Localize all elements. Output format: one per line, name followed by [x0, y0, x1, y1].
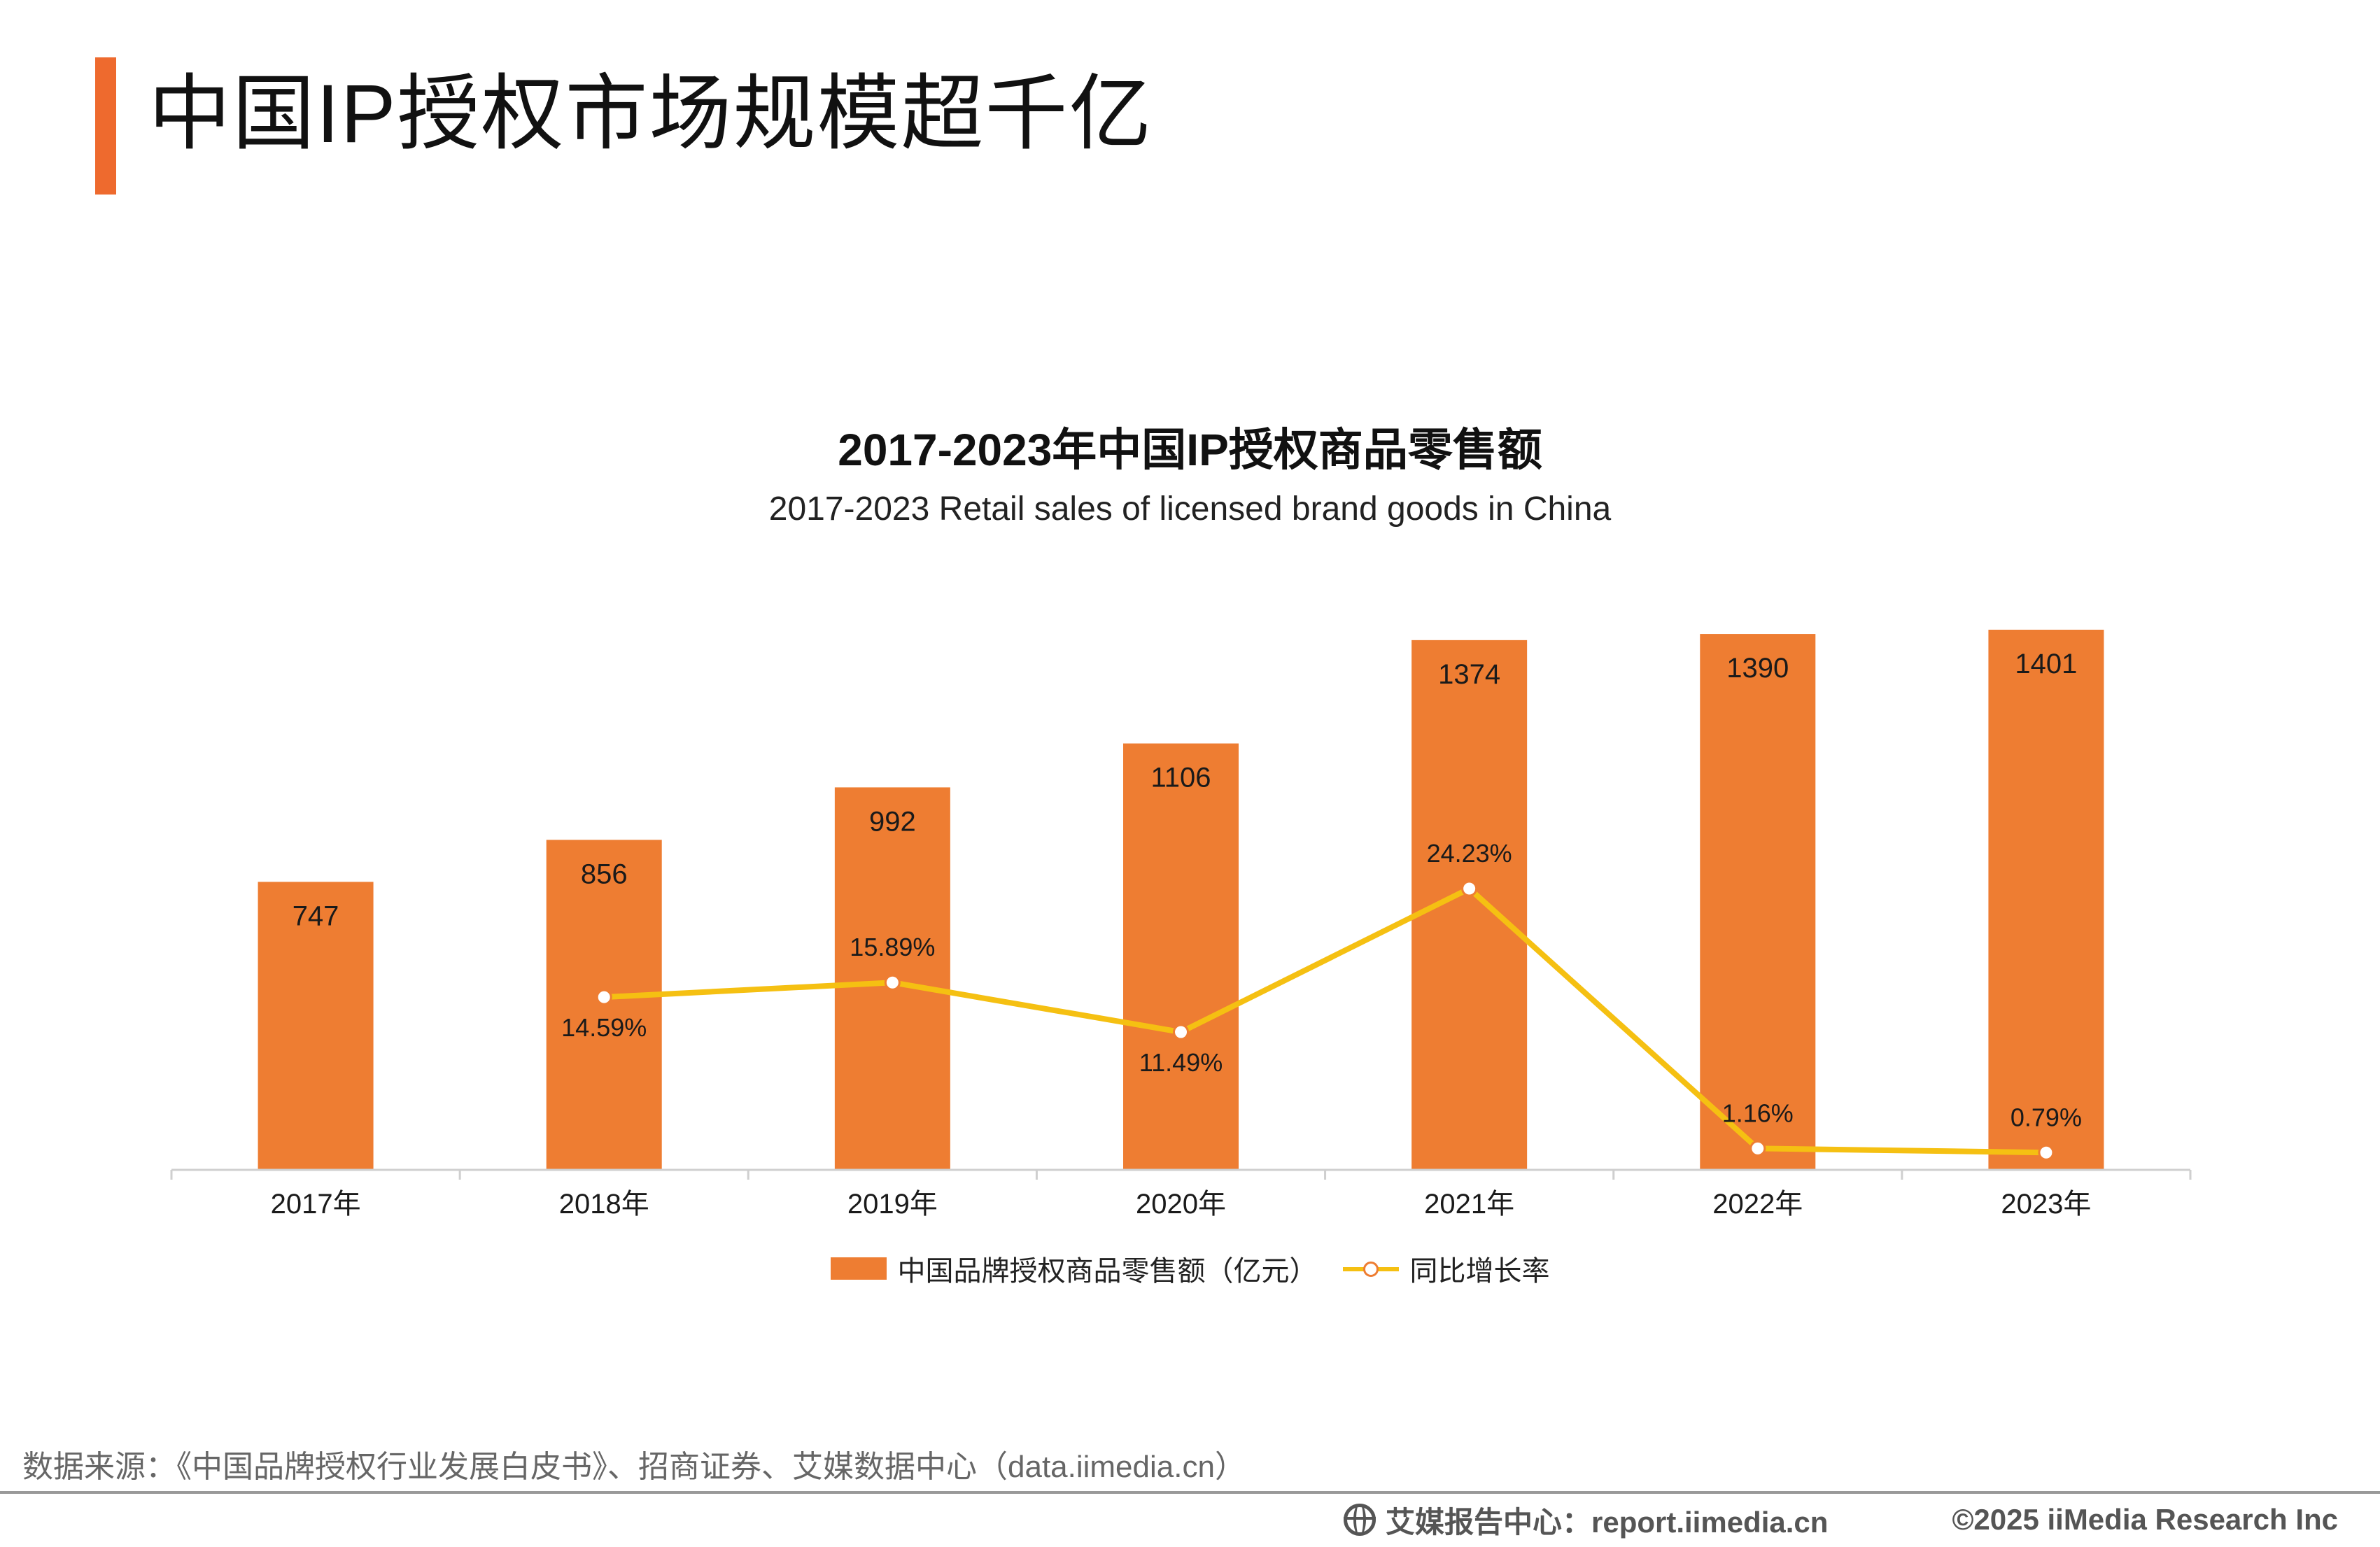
bar-value-label: 992: [869, 806, 916, 837]
growth-rate-point: [1749, 1140, 1766, 1157]
bar: [1988, 630, 2104, 1170]
globe-icon: [1344, 1504, 1376, 1536]
legend-item-growth: 同比增长率: [1342, 1248, 1550, 1289]
chart-title: 2017-2023年中国IP授权商品零售额: [838, 425, 1542, 475]
growth-rate-label: 1.16%: [1722, 1099, 1794, 1127]
title-accent-bar: [95, 57, 116, 195]
footer-copyright: ©2025 iiMedia Research Inc: [1952, 1503, 2338, 1536]
x-tick-label: 2023年: [2001, 1189, 2091, 1220]
bar: [1411, 640, 1528, 1170]
growth-rate-label: 0.79%: [2011, 1103, 2082, 1131]
growth-rate-point: [884, 974, 901, 991]
growth-rate-label: 11.49%: [1139, 1048, 1223, 1077]
legend-item-sales: 中国品牌授权商品零售额（亿元）: [830, 1248, 1318, 1289]
growth-rate-point: [596, 989, 612, 1005]
legend-bar-swatch: [830, 1257, 887, 1280]
bar: [258, 882, 374, 1170]
bar: [1700, 634, 1816, 1170]
bar-value-label: 856: [581, 859, 628, 889]
x-tick-label: 2020年: [1136, 1189, 1226, 1220]
legend-label-growth: 同比增长率: [1409, 1256, 1550, 1287]
growth-rate-point: [2038, 1144, 2055, 1161]
x-tick-label: 2022年: [1712, 1189, 1803, 1220]
legend-line-swatch: [1342, 1257, 1399, 1280]
page-title: 中国IP授权市场规模超千亿: [148, 68, 1153, 160]
legend-label-sales: 中国品牌授权商品零售额（亿元）: [897, 1256, 1318, 1287]
growth-rate-label: 14.59%: [561, 1013, 647, 1042]
data-source-note: 数据来源：《中国品牌授权行业发展白皮书》、招商证券、艾媒数据中心（data.ii…: [22, 1450, 1246, 1484]
bar-value-label: 747: [293, 900, 339, 931]
x-tick-label: 2021年: [1424, 1189, 1514, 1220]
chart-legend: 中国品牌授权商品零售额（亿元） 同比增长率: [0, 1248, 2380, 1289]
growth-rate-line: [604, 886, 2046, 1156]
x-tick-label: 2018年: [559, 1189, 649, 1220]
x-tick-label: 2017年: [271, 1189, 361, 1220]
growth-rate-point: [1173, 1024, 1189, 1040]
bar-value-label: 1374: [1438, 659, 1500, 690]
growth-rate-point: [1461, 880, 1478, 897]
bar-value-label: 1106: [1150, 763, 1211, 793]
bar-value-label: 1390: [1726, 653, 1789, 684]
footer-divider: [0, 1491, 2380, 1494]
x-tick-label: 2019年: [847, 1189, 938, 1220]
bar-value-label: 1401: [2015, 649, 2077, 679]
growth-rate-label: 24.23%: [1427, 839, 1512, 868]
footer-brand-text: 艾媒报告中心：report.iimedia.cn: [1386, 1505, 1829, 1539]
footer-brand: 艾媒报告中心：report.iimedia.cn: [1344, 1499, 1828, 1541]
chart-subtitle: 2017-2023 Retail sales of licensed brand…: [768, 490, 1612, 528]
bar: [1123, 743, 1239, 1170]
growth-rate-label: 15.89%: [850, 933, 935, 961]
